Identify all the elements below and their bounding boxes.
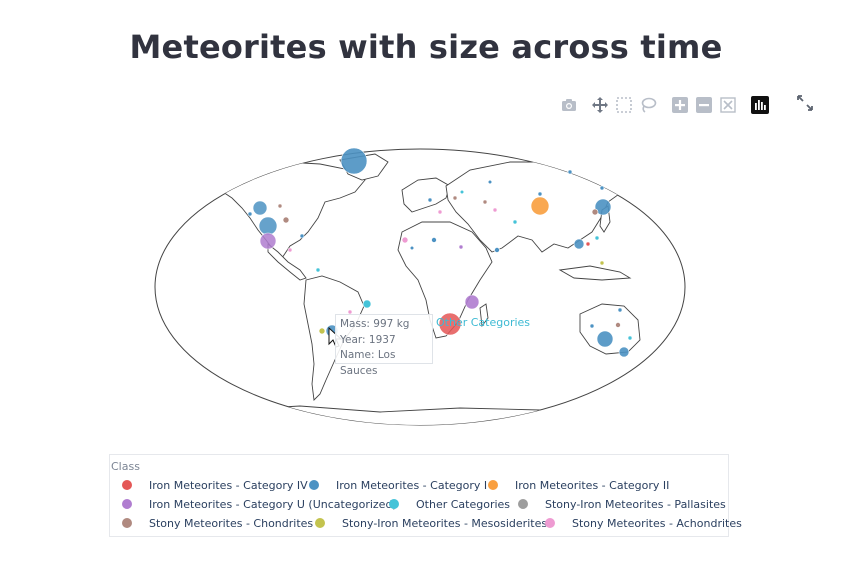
box-select-icon[interactable] bbox=[615, 96, 633, 114]
plotly-logo-icon[interactable] bbox=[751, 96, 769, 114]
lasso-icon[interactable] bbox=[639, 96, 657, 114]
marker-iron-category-u bbox=[464, 294, 480, 310]
legend-item[interactable]: Iron Meteorites - Category IV bbox=[122, 478, 308, 494]
camera-icon[interactable] bbox=[560, 96, 578, 114]
legend: Class Iron Meteorites - Category IV Iron… bbox=[109, 454, 742, 537]
marker-iron-category-i bbox=[618, 346, 630, 358]
zoom-in-icon[interactable] bbox=[671, 96, 689, 114]
legend-title: Class bbox=[111, 460, 140, 473]
legend-marker bbox=[122, 480, 132, 490]
marker-iron-category-i bbox=[258, 216, 278, 236]
hover-tooltip: Mass: 997 kg Year: 1937 Name: Los Sauces bbox=[335, 314, 433, 377]
tooltip-mass: Mass: 997 kg bbox=[340, 318, 410, 330]
legend-item[interactable]: Iron Meteorites - Category U (Uncategori… bbox=[122, 497, 397, 513]
legend-item[interactable]: Stony Meteorites - Achondrites bbox=[545, 516, 742, 532]
legend-item[interactable]: Stony Meteorites - Chondrites bbox=[122, 516, 313, 532]
marker-iron-category-i bbox=[252, 200, 268, 216]
fullscreen-icon[interactable] bbox=[796, 94, 814, 112]
marker-iron-category-iv bbox=[438, 312, 462, 336]
marker-iron-category-u bbox=[259, 232, 277, 250]
legend-item[interactable]: Iron Meteorites - Category II bbox=[488, 478, 669, 494]
legend-marker bbox=[122, 518, 132, 528]
legend-marker bbox=[315, 518, 325, 528]
legend-item[interactable]: Stony-Iron Meteorites - Mesosiderites bbox=[315, 516, 547, 532]
marker-iron-category-i bbox=[573, 238, 585, 250]
tooltip-name: Name: Los Sauces bbox=[340, 349, 396, 377]
legend-marker bbox=[122, 499, 132, 509]
hover-annotation: Other Categories bbox=[436, 316, 531, 329]
legend-item[interactable]: Iron Meteorites - Category I bbox=[309, 478, 487, 494]
marker-iron-category-i bbox=[594, 198, 612, 216]
marker-iron-category-ii bbox=[530, 196, 550, 216]
pan-icon[interactable] bbox=[591, 96, 609, 114]
legend-marker bbox=[488, 480, 498, 490]
tooltip-year: Year: 1937 bbox=[340, 333, 396, 346]
chart-title: Meteorites with size across time bbox=[129, 28, 723, 66]
legend-marker bbox=[518, 499, 528, 509]
autoscale-icon[interactable] bbox=[719, 96, 737, 114]
marker-iron-category-i bbox=[596, 330, 614, 348]
legend-marker bbox=[545, 518, 555, 528]
legend-item[interactable]: Stony-Iron Meteorites - Pallasites bbox=[518, 497, 726, 513]
legend-marker bbox=[389, 499, 399, 509]
zoom-out-icon[interactable] bbox=[695, 96, 713, 114]
legend-item[interactable]: Other Categories bbox=[389, 497, 510, 513]
marker-iron-category-i bbox=[340, 147, 368, 175]
world-map[interactable] bbox=[150, 140, 690, 435]
legend-marker bbox=[309, 480, 319, 490]
